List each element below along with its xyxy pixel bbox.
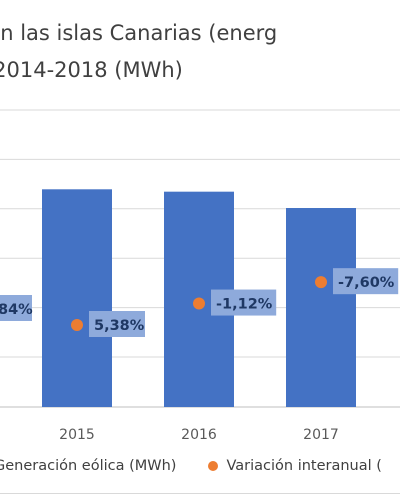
- legend-bars-label: Generación eólica (MWh): [0, 458, 177, 474]
- data-label-box-partial: [0, 295, 32, 321]
- data-label-box-2017: [333, 268, 399, 295]
- x-tick-label-2016: 2016: [181, 427, 217, 443]
- legend-item-dots: Variación interanual (: [208, 458, 382, 474]
- data-label-box-2015: [89, 311, 145, 337]
- x-tick-label-2017: 2017: [303, 427, 339, 443]
- chart-title-line-2: 2014-2018 (MWh): [0, 58, 183, 82]
- bar-2015: [42, 189, 112, 407]
- data-label-partial: 84%: [0, 302, 33, 318]
- variation-dot-2017: [315, 276, 327, 289]
- data-label-2017: -7,60%: [338, 275, 395, 291]
- bar-2017: [286, 208, 356, 407]
- x-tick-label-2015: 2015: [59, 427, 95, 443]
- data-label-2016: -1,12%: [216, 297, 273, 313]
- legend-dot-swatch: [208, 461, 219, 471]
- chart-title-line-1: n eólica en las islas Canarias (energ: [0, 21, 278, 45]
- variation-dot-2016: [193, 297, 205, 310]
- legend-item-bars: Generación eólica (MWh): [0, 458, 176, 474]
- variation-dot-2015: [71, 319, 83, 331]
- frame-bottom-border: [0, 493, 400, 494]
- data-label-2015: 5,38%: [94, 318, 145, 334]
- legend-dots-label: Variación interanual (: [226, 458, 382, 474]
- data-label-box-2016: [211, 289, 277, 316]
- legend: Generación eólica (MWh) Variación intera…: [0, 458, 400, 474]
